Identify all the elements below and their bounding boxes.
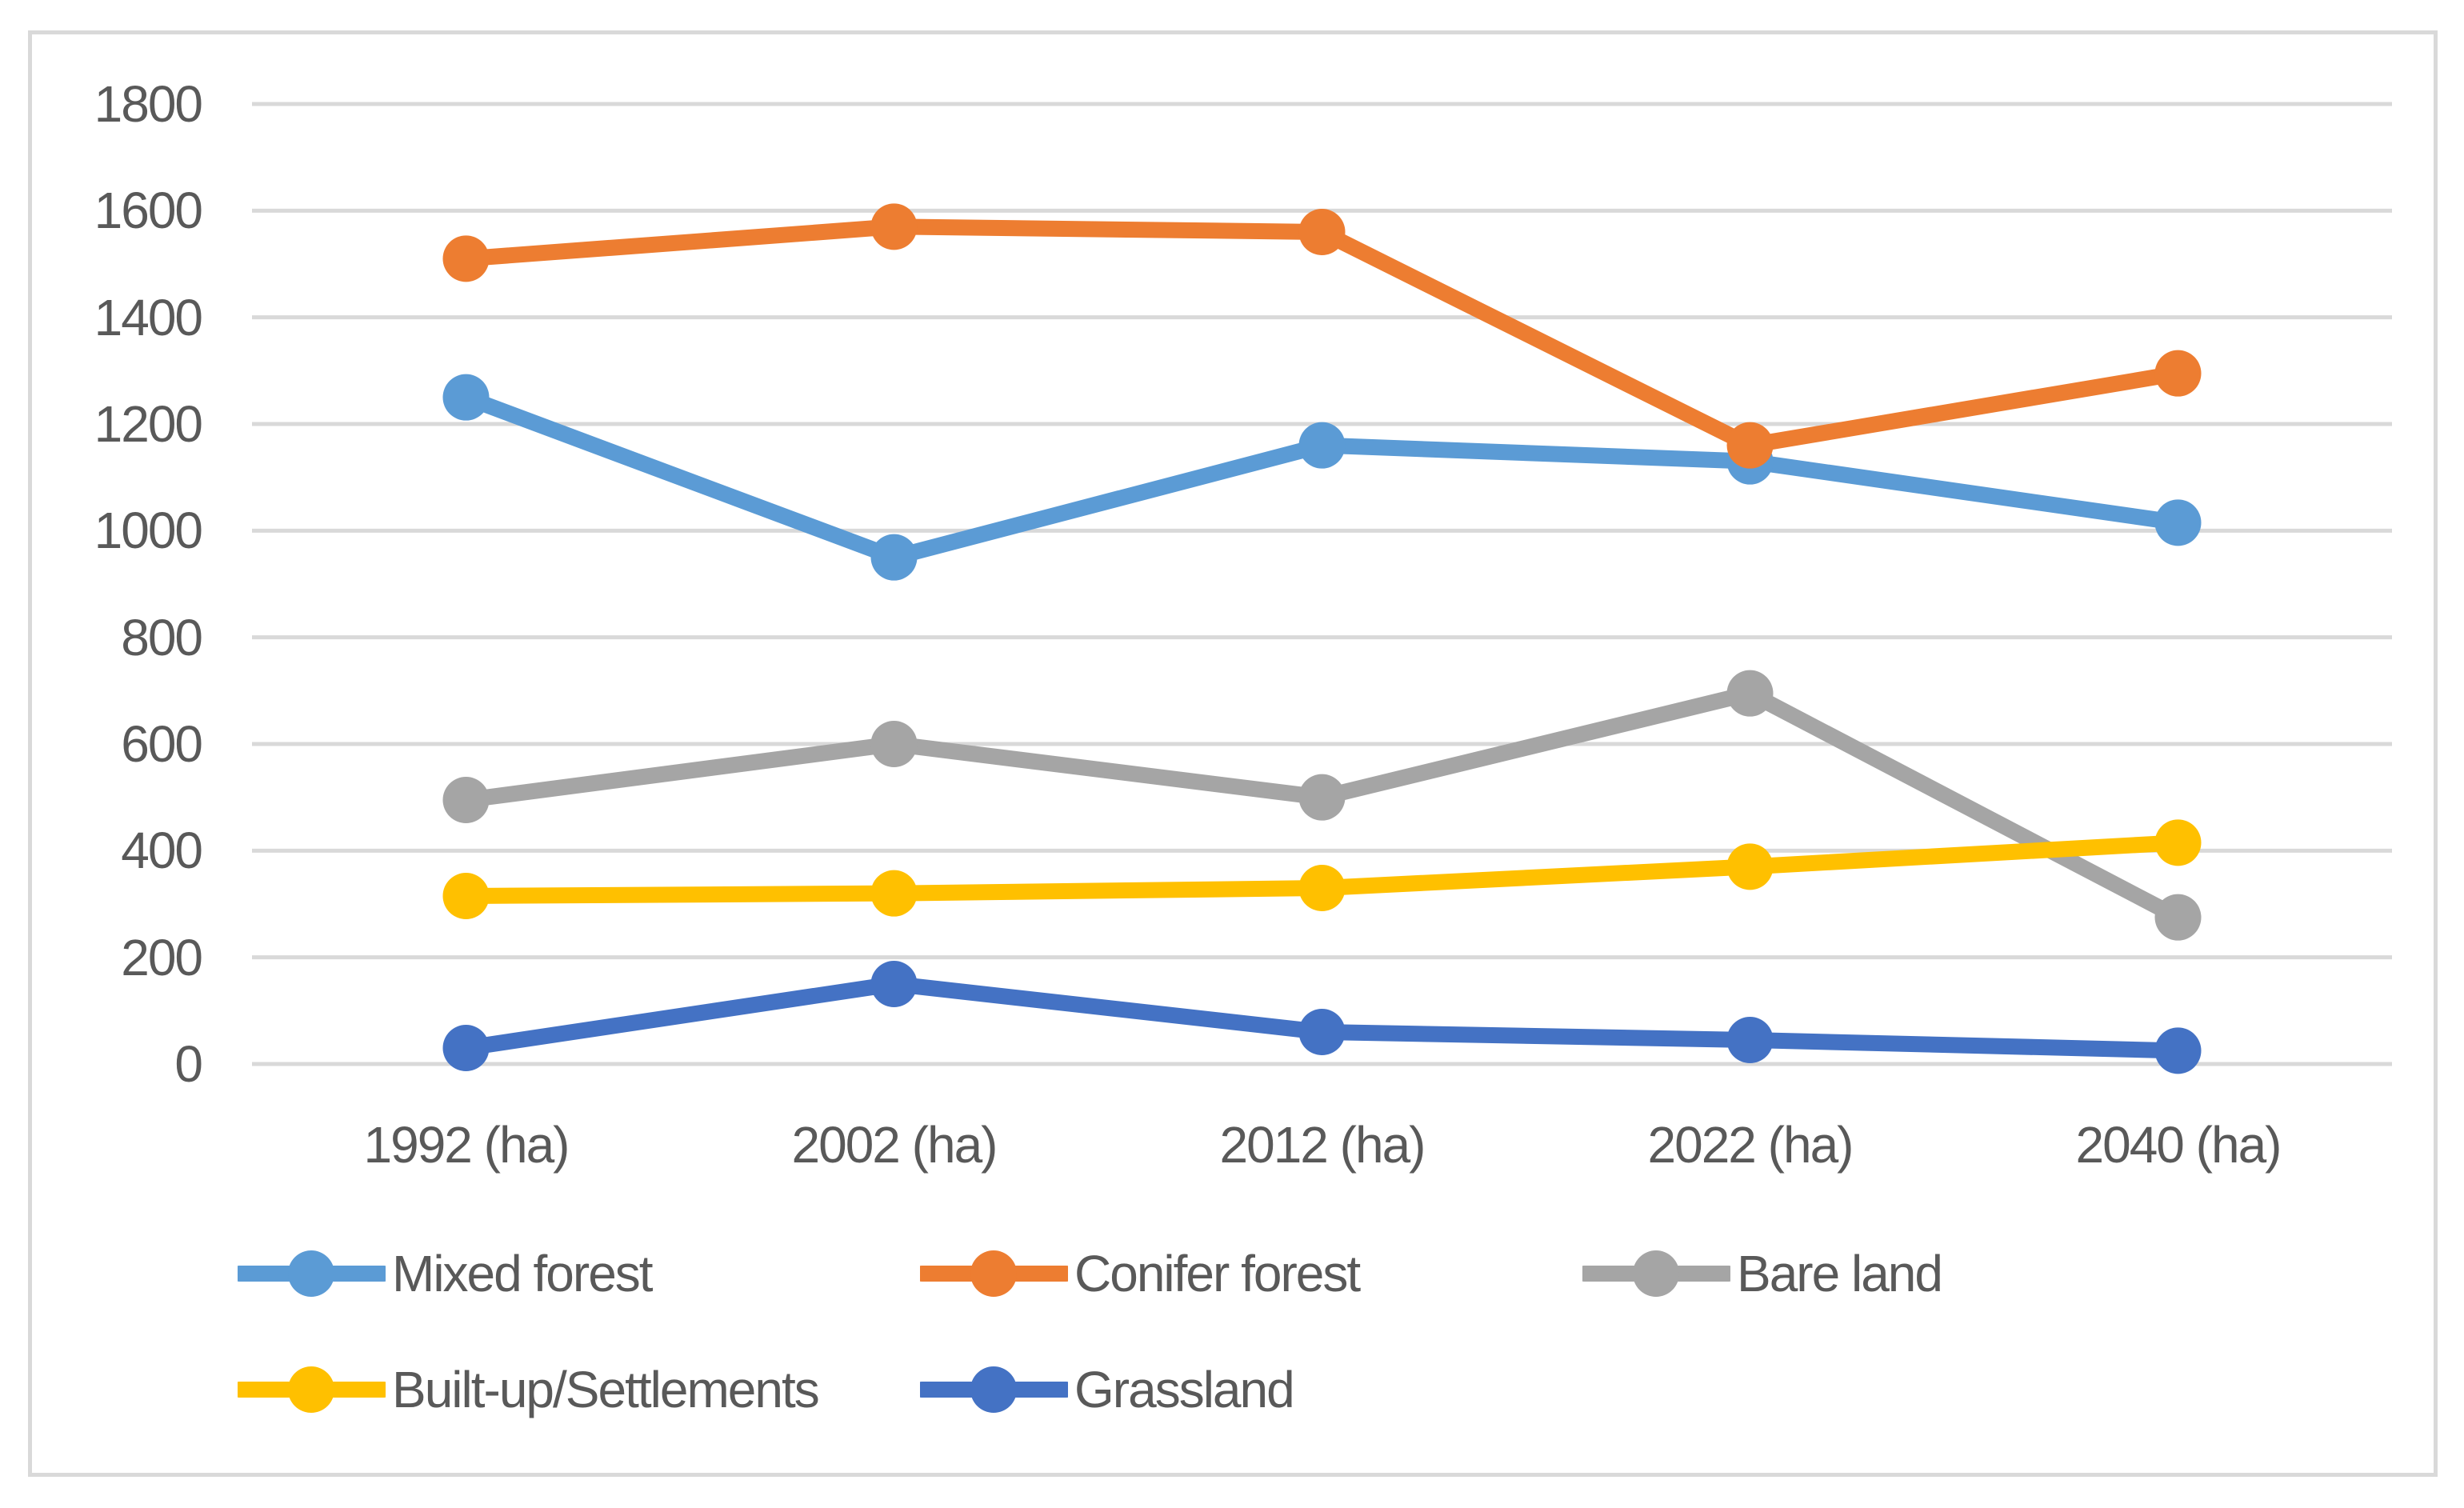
data-point bbox=[1298, 865, 1346, 911]
legend-label: Bare land bbox=[1737, 1245, 1943, 1302]
y-axis-tick-label: 200 bbox=[121, 928, 203, 986]
data-point bbox=[442, 235, 490, 282]
data-point bbox=[2154, 1027, 2202, 1074]
x-axis-tick-label: 2002 (ha) bbox=[791, 1116, 998, 1174]
legend-label: Built-up/Settlements bbox=[392, 1361, 820, 1418]
legend-line-marker-icon bbox=[920, 1250, 1068, 1297]
legend-line-marker-icon bbox=[920, 1366, 1068, 1413]
legend-item-conifer-forest: Conifer forest bbox=[920, 1245, 1361, 1302]
data-point bbox=[1298, 774, 1346, 821]
y-axis-tick-label: 800 bbox=[121, 608, 203, 666]
data-point bbox=[442, 374, 490, 421]
y-axis-tick-label: 1400 bbox=[94, 288, 203, 346]
y-axis-tick-label: 600 bbox=[121, 715, 203, 773]
data-point bbox=[1726, 670, 1774, 717]
y-axis-tick-label: 1600 bbox=[94, 182, 203, 240]
data-point bbox=[2154, 499, 2202, 546]
data-point bbox=[2154, 894, 2202, 941]
legend-label: Conifer forest bbox=[1074, 1245, 1361, 1302]
data-point bbox=[1298, 1009, 1346, 1055]
data-point bbox=[1298, 422, 1346, 469]
data-point bbox=[870, 870, 918, 917]
y-axis-tick-label: 0 bbox=[174, 1035, 203, 1093]
data-point bbox=[870, 961, 918, 1007]
data-point bbox=[442, 1025, 490, 1071]
data-point bbox=[1726, 1017, 1774, 1063]
legend-label: Grassland bbox=[1074, 1361, 1295, 1418]
data-point bbox=[1726, 843, 1774, 890]
y-axis-tick-label: 400 bbox=[121, 822, 203, 880]
data-point bbox=[1726, 422, 1774, 469]
data-point bbox=[870, 534, 918, 581]
data-point bbox=[2154, 819, 2202, 866]
legend-item-grassland: Grassland bbox=[920, 1361, 1295, 1418]
legend-item-bare-land: Bare land bbox=[1582, 1245, 1943, 1302]
legend-line-marker-icon bbox=[1582, 1250, 1730, 1297]
legend-label: Mixed forest bbox=[392, 1245, 654, 1302]
x-axis-tick-label: 1992 (ha) bbox=[363, 1116, 570, 1174]
data-point bbox=[442, 873, 490, 919]
data-point bbox=[870, 203, 918, 250]
y-axis-tick-label: 1800 bbox=[94, 75, 203, 133]
legend-item-built-up-settlements: Built-up/Settlements bbox=[238, 1361, 820, 1418]
legend-item-mixed-forest: Mixed forest bbox=[238, 1245, 654, 1302]
legend-line-marker-icon bbox=[238, 1250, 386, 1297]
x-axis-tick-label: 2040 (ha) bbox=[2075, 1116, 2282, 1174]
y-axis-tick-label: 1200 bbox=[94, 395, 203, 453]
data-point bbox=[1298, 209, 1346, 255]
data-point bbox=[442, 777, 490, 823]
series-line-conifer-forest bbox=[458, 218, 2186, 454]
chart-frame bbox=[28, 30, 2438, 1477]
data-point bbox=[2154, 350, 2202, 397]
legend-line-marker-icon bbox=[238, 1366, 386, 1413]
y-axis-tick-label: 1000 bbox=[94, 502, 203, 560]
x-axis-tick-label: 2012 (ha) bbox=[1219, 1116, 1426, 1174]
x-axis-tick-label: 2022 (ha) bbox=[1647, 1116, 1854, 1174]
data-point bbox=[870, 721, 918, 767]
